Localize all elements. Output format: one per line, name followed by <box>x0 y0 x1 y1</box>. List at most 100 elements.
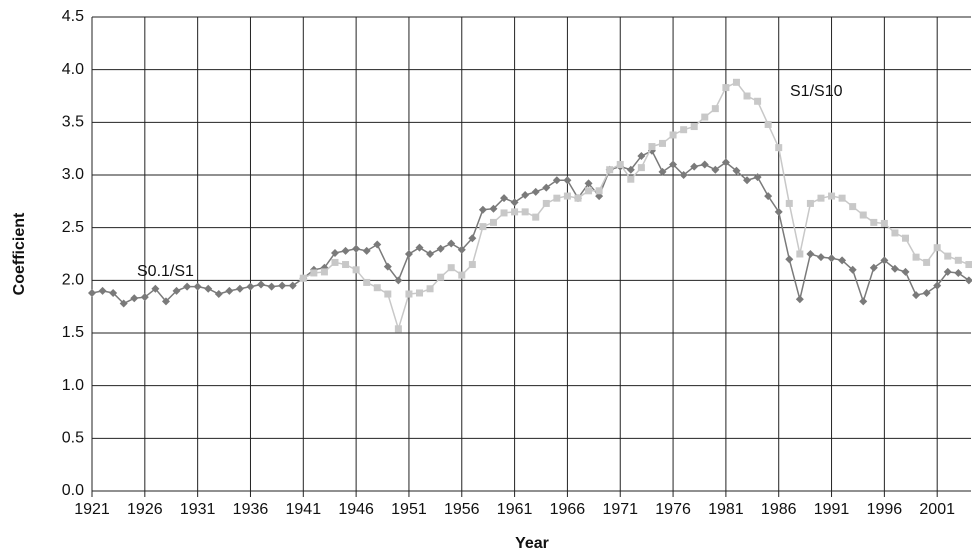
marker <box>828 192 836 200</box>
marker <box>848 265 857 274</box>
y-tick-label: 0.0 <box>62 482 84 499</box>
marker <box>943 267 952 276</box>
x-tick-label: 1966 <box>550 501 586 518</box>
marker <box>404 250 413 258</box>
marker <box>394 325 402 333</box>
marker <box>901 234 909 242</box>
marker <box>669 160 678 169</box>
marker <box>383 262 392 271</box>
x-tick-label: 1971 <box>602 501 638 518</box>
marker <box>447 239 456 248</box>
marker <box>954 268 963 277</box>
marker <box>416 289 424 297</box>
marker <box>869 263 878 272</box>
marker <box>585 187 593 195</box>
marker <box>880 219 888 227</box>
marker <box>626 165 635 174</box>
marker <box>310 269 318 277</box>
marker <box>595 187 603 195</box>
marker <box>553 194 561 202</box>
marker <box>690 123 698 131</box>
marker <box>743 176 752 185</box>
y-axis-title: Coefficient <box>11 212 28 295</box>
x-tick-label: 1976 <box>655 501 691 518</box>
marker <box>330 248 339 257</box>
marker <box>669 131 677 139</box>
y-tick-label: 4.5 <box>62 8 84 25</box>
marker <box>532 213 540 221</box>
y-tick-label: 2.5 <box>62 219 84 236</box>
marker <box>648 143 656 151</box>
x-tick-label: 1981 <box>708 501 744 518</box>
marker <box>774 207 783 216</box>
marker <box>161 297 170 306</box>
marker <box>817 194 825 202</box>
marker <box>933 281 942 290</box>
marker <box>922 288 931 297</box>
marker <box>890 264 899 273</box>
marker <box>722 84 730 92</box>
marker <box>489 218 497 226</box>
marker <box>701 113 709 121</box>
marker <box>838 194 846 202</box>
marker <box>119 299 128 308</box>
x-tick-label: 1931 <box>180 501 216 518</box>
marker <box>806 250 815 258</box>
y-tick-label: 4.0 <box>62 61 84 78</box>
x-tick-label: 1991 <box>814 501 850 518</box>
marker <box>437 273 445 281</box>
marker <box>584 179 593 188</box>
marker <box>627 175 635 183</box>
series-line <box>302 81 970 332</box>
marker <box>859 297 868 306</box>
marker <box>933 244 941 252</box>
y-tick-label: 2.0 <box>62 272 84 289</box>
marker <box>362 246 371 255</box>
marker <box>331 258 339 266</box>
marker <box>140 293 149 302</box>
marker <box>659 139 667 147</box>
marker <box>288 281 297 290</box>
marker <box>405 290 413 298</box>
marker <box>637 164 645 172</box>
marker <box>479 223 487 231</box>
marker <box>130 294 139 303</box>
marker <box>225 286 234 295</box>
marker <box>732 78 740 86</box>
x-tick-label: 1986 <box>761 501 797 518</box>
marker <box>880 256 889 265</box>
marker <box>478 205 487 214</box>
marker <box>637 152 646 161</box>
marker <box>468 234 477 243</box>
marker <box>193 282 202 291</box>
marker <box>785 199 793 207</box>
marker <box>679 171 688 179</box>
marker <box>384 290 392 298</box>
x-tick-label: 1961 <box>497 501 533 518</box>
x-tick-label: 1996 <box>867 501 903 518</box>
y-tick-label: 3.0 <box>62 166 84 183</box>
marker <box>806 199 814 207</box>
x-tick-label: 1936 <box>233 501 269 518</box>
marker <box>98 286 107 295</box>
marker <box>870 218 878 226</box>
marker <box>511 208 519 216</box>
marker <box>849 203 857 211</box>
marker <box>891 229 899 237</box>
marker <box>521 208 529 216</box>
marker <box>426 285 434 293</box>
marker <box>500 209 508 217</box>
marker <box>458 271 466 279</box>
marker <box>795 295 804 304</box>
marker <box>563 192 571 200</box>
marker <box>468 261 476 269</box>
marker <box>278 281 287 290</box>
x-tick-label: 1946 <box>338 501 374 518</box>
marker <box>341 246 350 255</box>
marker <box>743 92 751 100</box>
marker <box>796 250 804 258</box>
x-tick-label: 1926 <box>127 501 163 518</box>
x-tick-label: 1941 <box>286 501 322 518</box>
marker <box>88 288 96 297</box>
